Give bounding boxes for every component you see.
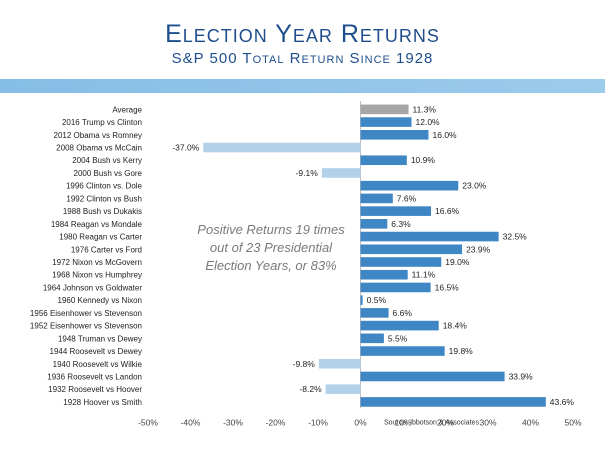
category-label-5: 2000 Bush vs Gore bbox=[74, 169, 143, 178]
x-tick-label-6: 10% bbox=[394, 417, 411, 427]
bar-21 bbox=[360, 371, 505, 382]
category-label-11: 1976 Carter vs Ford bbox=[71, 245, 142, 254]
category-label-3: 2008 Obama vs McCain bbox=[56, 144, 142, 153]
bar-2 bbox=[360, 130, 429, 140]
x-tick-label-2: -30% bbox=[223, 417, 243, 427]
category-label-20: 1940 Roosevelt vs Wilkie bbox=[53, 360, 143, 369]
bar-5 bbox=[321, 168, 361, 178]
category-label-4: 2004 Bush vs Kerry bbox=[72, 156, 142, 165]
bar-19 bbox=[360, 346, 445, 356]
value-label-3: -37.0% bbox=[172, 143, 199, 153]
category-label-15: 1960 Kennedy vs Nixon bbox=[58, 296, 143, 305]
x-tick-label-1: -40% bbox=[181, 417, 201, 427]
category-label-17: 1952 Eisenhower vs Stevenson bbox=[30, 322, 142, 331]
bar-1 bbox=[360, 117, 412, 127]
category-label-10: 1980 Reagan vs Carter bbox=[59, 233, 142, 242]
value-label-23: 43.6% bbox=[550, 397, 575, 407]
category-label-9: 1984 Reagan vs Mondale bbox=[51, 220, 143, 229]
x-tick-label-9: 40% bbox=[522, 417, 539, 427]
category-label-12: 1972 Nixon vs McGovern bbox=[52, 258, 142, 267]
x-tick-label-7: 20% bbox=[437, 417, 454, 427]
category-label-0: Average bbox=[112, 105, 142, 114]
value-label-11: 23.9% bbox=[466, 244, 491, 254]
x-tick-label-8: 30% bbox=[479, 417, 496, 427]
bar-12 bbox=[360, 257, 442, 267]
category-label-1: 2016 Trump vs Clinton bbox=[62, 118, 142, 127]
bar-chart: Average 11.3% 2016 Trump vs Clinton 12.0% 20… bbox=[30, 101, 582, 427]
category-label-13: 1968 Nixon vs Humphrey bbox=[52, 271, 142, 280]
value-label-15: 0.5% bbox=[367, 295, 387, 305]
value-label-16: 6.6% bbox=[393, 308, 413, 318]
value-label-18: 5.5% bbox=[388, 333, 408, 343]
bar-18 bbox=[360, 333, 384, 344]
chart-title: Election Year Returns bbox=[165, 20, 440, 48]
value-label-8: 16.6% bbox=[435, 206, 460, 216]
value-label-17: 18.4% bbox=[443, 321, 468, 331]
category-label-18: 1948 Truman vs Dewey bbox=[58, 334, 142, 343]
category-label-14: 1964 Johnson vs Goldwater bbox=[43, 283, 143, 292]
category-label-2: 2012 Obama vs Romney bbox=[54, 131, 143, 140]
source-label: Source: Ibbotson & Associates bbox=[384, 419, 479, 426]
value-label-13: 11.1% bbox=[412, 270, 436, 280]
category-label-6: 1996 Clinton vs. Dole bbox=[66, 182, 143, 191]
x-tick-label-4: -10% bbox=[308, 417, 328, 427]
category-label-8: 1988 Bush vs Dukakis bbox=[63, 207, 142, 216]
header-band bbox=[0, 79, 605, 93]
value-label-22: -8.2% bbox=[299, 384, 322, 394]
title-block: Election Year Returns S&P 500 Total Retu… bbox=[0, 20, 605, 68]
category-label-21: 1936 Roosevelt vs Landon bbox=[47, 372, 142, 381]
value-label-9: 6.3% bbox=[391, 219, 411, 229]
bar-15 bbox=[360, 295, 363, 305]
value-label-20: -9.8% bbox=[293, 359, 316, 369]
value-label-0: 11.3% bbox=[413, 104, 437, 114]
category-label-22: 1932 Roosevelt vs Hoover bbox=[48, 385, 142, 394]
bar-3 bbox=[203, 142, 361, 153]
bar-10 bbox=[360, 231, 499, 242]
bar-17 bbox=[360, 320, 439, 331]
x-tick-label-5: 0% bbox=[354, 417, 367, 427]
bar-4 bbox=[360, 155, 407, 166]
bar-22 bbox=[325, 384, 361, 394]
chart-annotation: Positive Returns 19 times out of 23 Pres… bbox=[197, 222, 345, 273]
value-label-21: 33.9% bbox=[509, 371, 534, 381]
bar-7 bbox=[360, 193, 393, 204]
value-label-12: 19.0% bbox=[445, 257, 470, 267]
chart-subtitle: S&P 500 Total Return Since 1928 bbox=[171, 50, 434, 67]
category-label-16: 1956 Eisenhower vs Stevenson bbox=[30, 309, 142, 318]
value-label-1: 12.0% bbox=[416, 117, 441, 127]
bar-14 bbox=[360, 282, 431, 293]
x-tick-label-10: 50% bbox=[564, 417, 581, 427]
bar-23 bbox=[360, 397, 546, 407]
value-label-4: 10.9% bbox=[411, 155, 436, 165]
bar-0 bbox=[360, 104, 409, 115]
category-label-7: 1992 Clinton vs Bush bbox=[66, 194, 142, 203]
bar-20 bbox=[318, 358, 361, 369]
bar-11 bbox=[360, 244, 463, 255]
value-label-2: 16.0% bbox=[433, 130, 458, 140]
x-tick-label-0: -50% bbox=[138, 417, 158, 427]
bar-16 bbox=[360, 308, 389, 318]
bar-6 bbox=[360, 180, 459, 191]
value-label-7: 7.6% bbox=[397, 193, 417, 203]
bar-8 bbox=[360, 206, 432, 216]
x-tick-label-3: -20% bbox=[266, 417, 286, 427]
category-label-19: 1944 Roosevelt vs Dewey bbox=[50, 347, 143, 356]
bar-9 bbox=[360, 219, 388, 229]
value-label-5: -9.1% bbox=[296, 168, 319, 178]
value-label-14: 16.5% bbox=[435, 282, 460, 292]
category-label-23: 1928 Hoover vs Smith bbox=[63, 398, 142, 407]
value-label-19: 19.8% bbox=[449, 346, 474, 356]
value-label-10: 32.5% bbox=[503, 232, 528, 242]
value-label-6: 23.0% bbox=[462, 181, 487, 191]
bar-13 bbox=[360, 269, 408, 280]
